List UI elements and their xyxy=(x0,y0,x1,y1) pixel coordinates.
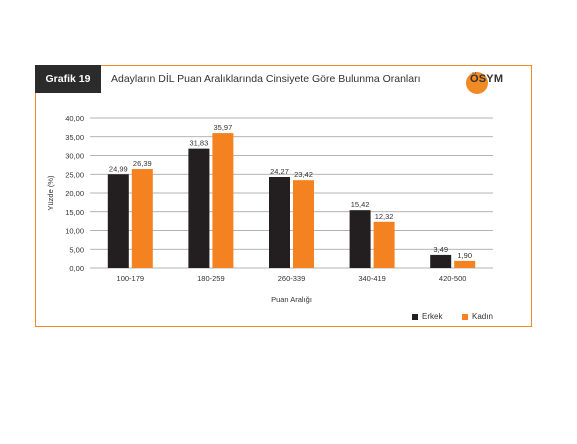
chart-title: Adayların DİL Puan Aralıklarında Cinsiye… xyxy=(111,73,421,85)
legend-swatch-kadin xyxy=(462,313,468,320)
x-tick-label: 420-500 xyxy=(439,274,467,283)
legend-label-erkek: Erkek xyxy=(422,312,443,321)
x-tick-label: 180-259 xyxy=(197,274,225,283)
y-tick-label: 35,00 xyxy=(65,133,84,142)
data-label: 3,49 xyxy=(433,245,448,254)
legend-item-erkek: Erkek xyxy=(412,312,442,321)
data-label: 12,32 xyxy=(375,212,394,221)
bar-erkek xyxy=(430,254,452,268)
legend-item-kadin: Kadın xyxy=(462,312,493,321)
logo-text: ÖSYM xyxy=(470,73,504,85)
y-tick-label: 10,00 xyxy=(65,227,84,236)
data-label: 35,97 xyxy=(214,123,233,132)
x-tick-label: 100-179 xyxy=(117,274,145,283)
y-axis-title: Yüzde (%) xyxy=(46,175,55,211)
bar-kadin xyxy=(131,169,153,268)
figure-tag: Grafik 19 xyxy=(35,65,101,93)
bar-erkek xyxy=(349,210,371,268)
bar-kadin xyxy=(373,221,395,268)
bar-erkek xyxy=(269,176,290,268)
y-tick-label: 0,00 xyxy=(69,264,84,273)
x-axis-title: Puan Aralığı xyxy=(271,295,312,304)
y-tick-label: 25,00 xyxy=(65,170,84,179)
x-tick-label: 340-419 xyxy=(358,274,386,283)
logo-circle-icon xyxy=(466,72,488,94)
bar-kadin xyxy=(454,260,476,268)
y-tick-label: 20,00 xyxy=(65,189,84,198)
data-label: 1,90 xyxy=(457,251,472,260)
legend-swatch-erkek xyxy=(412,313,418,320)
bar-kadin xyxy=(293,180,314,268)
data-label: 23,42 xyxy=(294,170,313,179)
bar-erkek xyxy=(107,174,129,268)
osym-logo: ÖSYM xyxy=(466,70,516,94)
data-label: 24,27 xyxy=(270,167,289,176)
bar-chart: 0,00 5,00 10,00 15,00 20,00 25,00 30,00 35,00 40… xyxy=(46,114,493,304)
data-label: 24,99 xyxy=(109,164,128,173)
y-tick-label: 5,00 xyxy=(69,245,84,254)
bar-kadin xyxy=(212,133,234,268)
y-tick-label: 40,00 xyxy=(65,114,84,123)
data-label: 26,39 xyxy=(133,159,152,168)
legend-label-kadin: Kadın xyxy=(472,312,493,321)
x-tick-label: 260-339 xyxy=(278,274,306,283)
bar-erkek xyxy=(188,148,210,268)
data-label: 15,42 xyxy=(351,200,370,209)
data-label: 31,83 xyxy=(190,139,209,148)
y-tick-label: 15,00 xyxy=(65,208,84,217)
y-tick-label: 30,00 xyxy=(65,152,84,161)
